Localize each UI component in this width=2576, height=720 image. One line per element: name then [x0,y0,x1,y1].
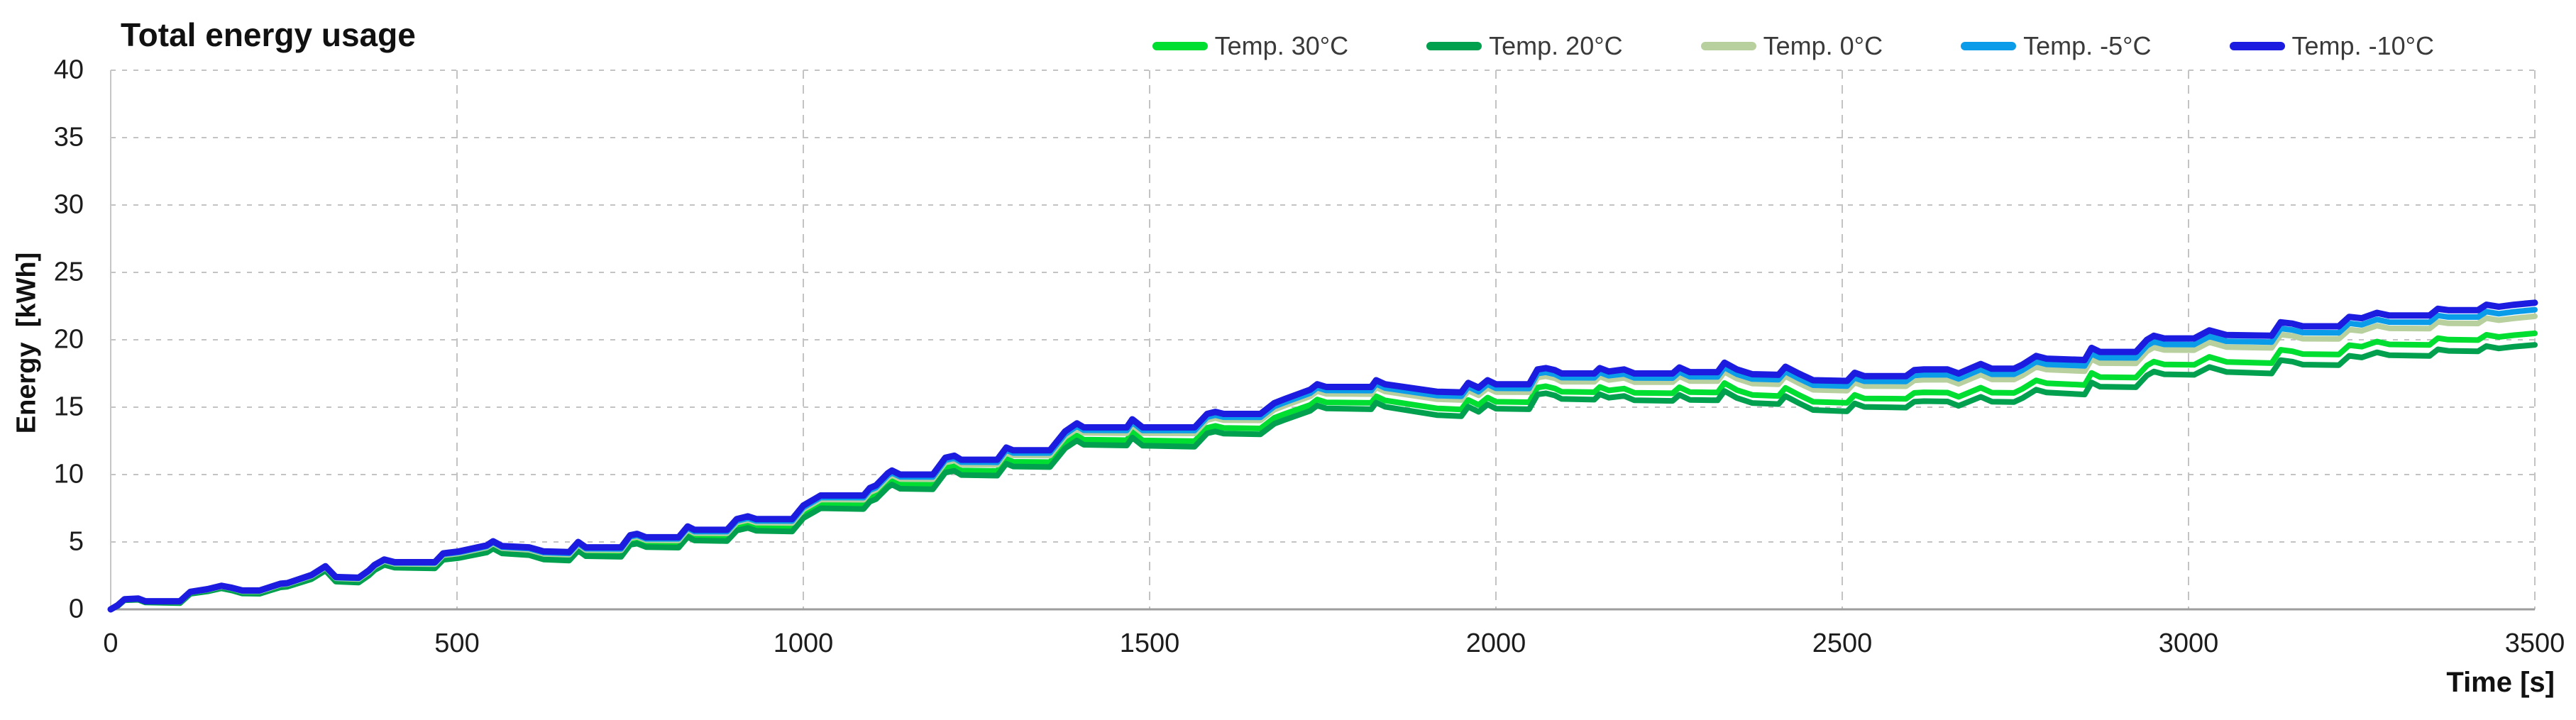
y-tick-label: 10 [53,459,84,489]
series-line-temp--5-c [108,306,2538,612]
legend-label: Temp. 20°C [1489,31,1623,60]
y-axis-label: Energy [kWh] [11,252,42,434]
legend-item-temp-20-c: Temp. 20°C [1426,31,1623,61]
legend-line-swatch [1700,42,1756,50]
y-tick-label: 20 [53,324,84,355]
x-axis-label: Time [s] [2446,667,2555,698]
series-line-temp--10-c [107,299,2538,613]
legend-item-temp--10-c: Temp. -10°C [2229,31,2434,61]
legend-line-swatch [1961,42,2017,50]
y-tick-label: 5 [68,526,84,557]
legend-item-temp--5-c: Temp. -5°C [1961,31,2152,61]
y-tick-label: 40 [53,55,84,85]
x-tick-label: 3000 [2158,628,2219,658]
y-tick-label: 0 [68,594,84,624]
legend-label: Temp. -5°C [2023,31,2152,60]
legend-line-swatch [2229,42,2285,50]
x-tick-label: 1000 [773,628,834,658]
x-tick-label: 1500 [1119,628,1180,658]
x-tick-label: 0 [103,628,119,658]
legend-item-temp-30-c: Temp. 30°C [1152,31,1348,61]
chart-title: Total energy usage [121,16,416,53]
legend-line-swatch [1152,42,1208,50]
y-tick-label: 30 [53,189,84,220]
series-line-temp-20-c [108,342,2538,612]
legend-label: Temp. 0°C [1763,31,1883,60]
y-tick-label: 35 [53,122,84,153]
y-tick-label: 15 [53,392,84,422]
legend-label: Temp. -10°C [2291,31,2434,60]
x-tick-label: 2000 [1465,628,1526,658]
legend: Temp. 30°C Temp. 20°C Temp. 0°C Temp. -5°C T… [1152,31,2434,61]
x-tick-label: 500 [434,628,480,658]
legend-line-swatch [1426,42,1482,50]
legend-label: Temp. 30°C [1214,31,1349,60]
x-tick-label: 2500 [1812,628,1873,658]
y-tick-label: 25 [53,257,84,287]
series-line-temp-0-c [108,313,2538,612]
legend-item-temp-0-c: Temp. 0°C [1700,31,1883,61]
x-tick-label: 3500 [2504,628,2565,658]
